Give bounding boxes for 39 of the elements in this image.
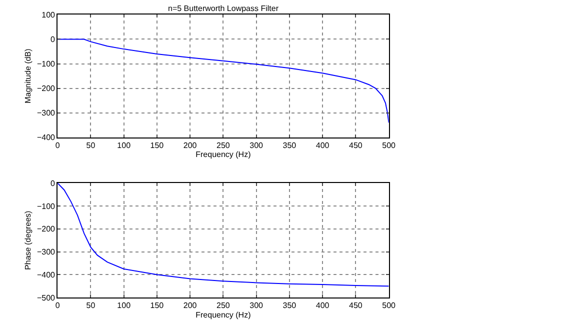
y-axis-title: Phase (degrees) xyxy=(24,210,33,270)
chart-title: n=5 Butterworth Lowpass Filter xyxy=(168,4,279,13)
x-tick-label: 350 xyxy=(282,140,297,150)
x-tick-label: 300 xyxy=(250,301,264,310)
x-tick-label: 400 xyxy=(316,140,330,150)
x-tick-label: 400 xyxy=(316,301,330,310)
y-tick-label: −500 xyxy=(36,293,56,302)
y-tick-label: −400 xyxy=(36,270,56,280)
x-tick-label: 100 xyxy=(117,140,132,150)
x-tick-label: 450 xyxy=(349,301,363,310)
y-tick-label: −200 xyxy=(36,84,56,94)
x-tick-label: 300 xyxy=(250,140,264,150)
x-tick-label: 200 xyxy=(183,140,198,150)
x-tick-label: 200 xyxy=(183,301,198,310)
x-tick-label: 450 xyxy=(349,140,363,150)
x-tick-label: 500 xyxy=(382,140,396,150)
x-axis-title: Frequency (Hz) xyxy=(196,150,252,160)
x-tick-label: 50 xyxy=(86,140,96,150)
x-tick-label: 350 xyxy=(282,301,297,310)
x-tick-label: 150 xyxy=(150,301,164,310)
y-tick-label: 0 xyxy=(50,35,56,44)
y-tick-label: −400 xyxy=(36,133,56,142)
x-axis-title: Frequency (Hz) xyxy=(196,310,252,320)
y-tick-label: −100 xyxy=(36,60,56,69)
x-tick-label: 150 xyxy=(150,140,164,150)
line-series xyxy=(58,183,389,287)
y-tick-label: 100 xyxy=(42,10,56,20)
line-series xyxy=(58,38,389,124)
y-tick-label: −300 xyxy=(36,108,56,118)
x-tick-label: 100 xyxy=(117,301,132,310)
x-tick-label: 50 xyxy=(86,301,96,310)
y-tick-label: 0 xyxy=(50,178,56,188)
y-tick-label: −200 xyxy=(36,224,56,234)
y-tick-label: −100 xyxy=(36,202,56,211)
x-tick-label: 500 xyxy=(382,301,396,310)
y-tick-label: −300 xyxy=(36,248,56,257)
y-axis-title: Magnitude (dB) xyxy=(24,48,33,104)
x-tick-label: 250 xyxy=(216,140,230,150)
x-tick-label: 250 xyxy=(216,301,230,310)
